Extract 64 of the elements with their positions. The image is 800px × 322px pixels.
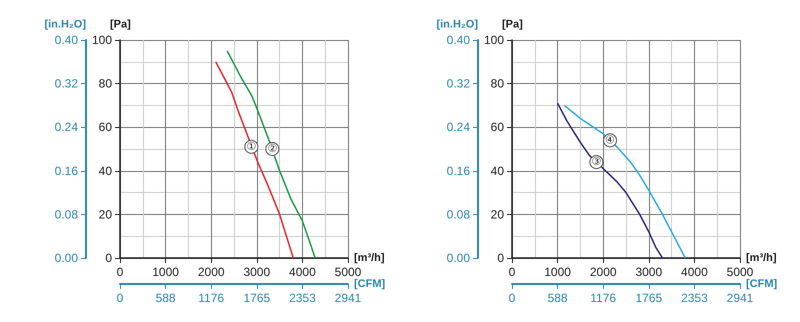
annotation: ③ [591, 156, 602, 168]
x-tick-label: 3000 [243, 265, 270, 279]
y2-tick-label: 0.32 [446, 76, 470, 91]
annotation: ② [267, 143, 278, 155]
x-tick-label: 1000 [544, 265, 572, 279]
line-series [215, 61, 294, 259]
x2-tick-label: 1176 [590, 291, 616, 305]
x2-axis-title: [CFM] [746, 278, 778, 290]
x2-axis-title: [CFM] [354, 278, 386, 290]
x-tick-label: 2000 [590, 265, 617, 279]
x-tick-label: 5000 [334, 265, 362, 279]
y-axis-title: [Pa] [110, 18, 132, 30]
y2-tick-label: 0.32 [54, 76, 78, 91]
y-tick-label: 0 [105, 251, 112, 265]
x2-tick-label: 1176 [198, 291, 224, 305]
y2-axis-title: [in.H₂O] [436, 18, 478, 30]
y2-tick-label: 0.24 [54, 120, 78, 134]
y-tick-label: 60 [490, 120, 504, 134]
x2-tick-label: 2941 [726, 291, 754, 305]
y-tick-label: 20 [98, 207, 112, 222]
x2-tick-label: 0 [508, 291, 516, 305]
y-tick-label: 80 [98, 76, 112, 91]
y-tick-label: 40 [98, 164, 112, 178]
y2-tick-label: 0.16 [54, 164, 78, 178]
x2-tick-label: 1765 [635, 291, 662, 305]
y2-tick-label: 0.00 [54, 251, 78, 265]
x-tick-label: 3000 [635, 265, 662, 279]
x2-tick-label: 2353 [289, 291, 316, 305]
x-tick-label: 5000 [726, 265, 754, 279]
y2-tick-label: 0.40 [54, 33, 78, 47]
x2-tick-label: 2353 [681, 291, 708, 305]
y2-tick-label: 0.00 [446, 251, 470, 265]
y-tick-label: 100 [484, 33, 504, 47]
y-tick-label: 40 [490, 164, 504, 178]
x2-tick-label: 588 [548, 291, 568, 305]
y2-tick-label: 0.24 [446, 120, 470, 134]
y2-axis-title: [in.H₂O] [44, 18, 86, 30]
x-tick-label: 4000 [289, 265, 316, 279]
x-tick-label: 0 [116, 265, 124, 279]
x-tick-label: 2000 [198, 265, 225, 279]
annotation: ① [246, 140, 256, 153]
x-axis-title: [m³/h] [746, 252, 777, 264]
x-axis-title: [m³/h] [354, 252, 385, 264]
y-tick-label: 20 [490, 207, 504, 222]
y2-tick-label: 0.08 [446, 207, 470, 222]
y-tick-label: 80 [490, 76, 504, 91]
y2-tick-label: 0.16 [446, 164, 470, 178]
y2-tick-label: 0.08 [54, 207, 78, 222]
line-series [556, 102, 664, 259]
y-tick-label: 100 [92, 33, 112, 47]
line-series [226, 50, 316, 259]
y2-tick-label: 0.40 [446, 33, 470, 47]
x-tick-label: 0 [508, 265, 516, 279]
x-tick-label: 4000 [681, 265, 708, 279]
x2-tick-label: 0 [116, 291, 124, 305]
x2-tick-label: 588 [156, 291, 176, 305]
y-tick-label: 0 [497, 251, 504, 265]
x2-tick-label: 2941 [334, 291, 362, 305]
x-tick-label: 1000 [152, 265, 180, 279]
annotation: ④ [605, 134, 616, 146]
line-series [564, 104, 686, 259]
y-axis-title: [Pa] [502, 18, 524, 30]
x2-tick-label: 1765 [243, 291, 270, 305]
y-tick-label: 60 [98, 120, 112, 134]
